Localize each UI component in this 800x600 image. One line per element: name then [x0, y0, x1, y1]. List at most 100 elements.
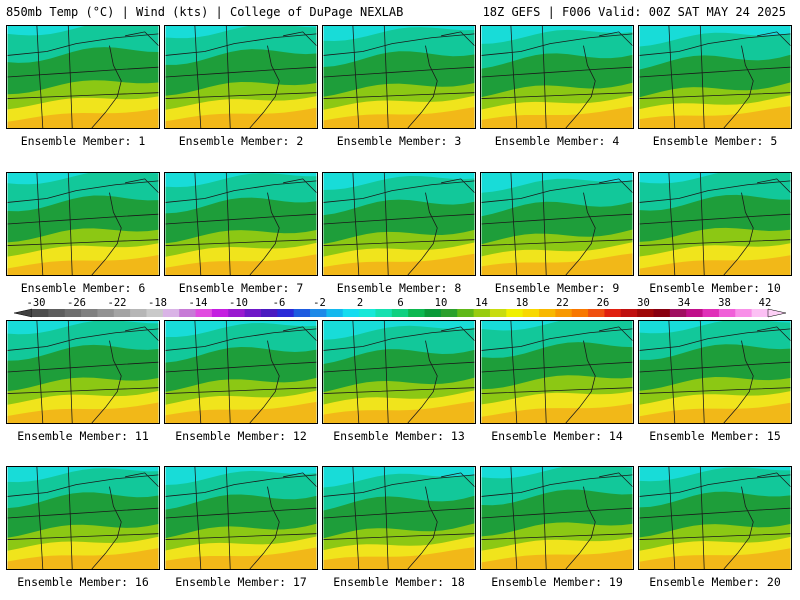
colorbar-tick-label: -6 — [272, 297, 286, 309]
valid-time: 18Z GEFS | F006 Valid: 00Z SAT MAY 24 20… — [482, 5, 786, 19]
colorbar-swatch — [440, 309, 458, 317]
ensemble-panel — [6, 172, 160, 276]
colorbar-swatch — [391, 309, 409, 317]
ensemble-panel — [480, 25, 634, 129]
colorbar-swatch — [620, 309, 638, 317]
colorbar-swatch — [457, 309, 474, 317]
colorbar-tick-label: -26 — [67, 297, 86, 309]
colorbar-tick-label: -22 — [107, 297, 127, 309]
ensemble-member-label: Ensemble Member: 8 — [336, 281, 462, 295]
colorbar-tick-label: 30 — [637, 297, 650, 309]
ensemble-panel — [6, 466, 160, 570]
ensemble-panel — [6, 25, 160, 129]
colorbar-swatch — [637, 309, 654, 317]
colorbar-swatch — [588, 309, 605, 317]
ensemble-member-label: Ensemble Member: 15 — [649, 429, 781, 443]
colorbar-swatch — [669, 309, 687, 317]
colorbar-swatch — [555, 309, 573, 317]
colorbar-swatch — [686, 309, 703, 317]
ensemble-panel — [322, 466, 476, 570]
ensemble-panel — [322, 320, 476, 424]
colorbar-swatch — [244, 309, 262, 317]
colorbar-swatch — [408, 309, 425, 317]
ensemble-panel — [322, 172, 476, 276]
ensemble-member-label: Ensemble Member: 7 — [178, 281, 304, 295]
ensemble-member-label: Ensemble Member: 17 — [175, 575, 307, 589]
ensemble-member-label: Ensemble Member: 2 — [178, 134, 304, 148]
colorbar-swatch — [97, 309, 115, 317]
colorbar-swatch — [211, 309, 229, 317]
colorbar-min-arrow — [14, 308, 33, 318]
ensemble-member-label: Ensemble Member: 13 — [333, 429, 465, 443]
colorbar — [14, 308, 786, 318]
colorbar-swatch — [522, 309, 540, 317]
map-title: 850mb Temp (°C) | Wind (kts) | College o… — [6, 5, 404, 19]
colorbar-swatch — [359, 309, 376, 317]
colorbar-swatch — [260, 309, 278, 317]
colorbar-swatch — [539, 309, 556, 317]
ensemble-panel — [164, 466, 318, 570]
colorbar-swatch — [113, 309, 131, 317]
ensemble-panel — [480, 172, 634, 276]
colorbar-tick-label: 10 — [434, 297, 448, 309]
colorbar-swatch — [195, 309, 213, 317]
colorbar-max-arrow — [767, 308, 786, 318]
ensemble-member-label: Ensemble Member: 10 — [649, 281, 781, 295]
colorbar-swatch — [277, 309, 295, 317]
colorbar-tick-label: -18 — [148, 297, 167, 309]
colorbar-swatch — [653, 309, 671, 317]
colorbar-swatch — [228, 309, 246, 317]
ensemble-panel — [322, 25, 476, 129]
ensemble-member-label: Ensemble Member: 1 — [20, 134, 146, 148]
colorbar-tick-label: -30 — [26, 297, 46, 309]
colorbar-tick-label: 2 — [356, 297, 364, 309]
colorbar-tick-label: -2 — [313, 297, 326, 309]
map-header: 850mb Temp (°C) | Wind (kts) | College o… — [0, 0, 800, 22]
colorbar-tick-label: 6 — [397, 297, 404, 309]
colorbar-tick-label: -10 — [229, 297, 248, 309]
ensemble-panel — [638, 25, 792, 129]
colorbar-swatch — [571, 309, 589, 317]
ensemble-panel — [6, 320, 160, 424]
colorbar-tick-label: 26 — [596, 297, 610, 309]
ensemble-panel — [164, 172, 318, 276]
ensemble-member-label: Ensemble Member: 9 — [494, 281, 620, 295]
colorbar-swatch — [32, 309, 49, 317]
ensemble-member-label: Ensemble Member: 3 — [336, 134, 462, 148]
ensemble-panel — [164, 25, 318, 129]
colorbar-swatch — [718, 309, 736, 317]
ensemble-panel — [480, 466, 634, 570]
colorbar-swatch — [179, 309, 196, 317]
ensemble-panel — [638, 320, 792, 424]
colorbar-swatch — [489, 309, 507, 317]
ensemble-panel — [480, 320, 634, 424]
ensemble-member-label: Ensemble Member: 12 — [175, 429, 307, 443]
colorbar-tick-label: 42 — [758, 297, 772, 309]
colorbar-swatch — [473, 309, 491, 317]
colorbar-swatch — [310, 309, 327, 317]
colorbar-swatch — [735, 309, 753, 317]
colorbar-tick-label: 22 — [556, 297, 569, 309]
ensemble-member-label: Ensemble Member: 6 — [20, 281, 146, 295]
ensemble-member-label: Ensemble Member: 19 — [491, 575, 623, 589]
colorbar-swatch — [326, 309, 344, 317]
colorbar-swatch — [751, 309, 769, 317]
colorbar-swatch — [146, 309, 164, 317]
ensemble-member-label: Ensemble Member: 18 — [333, 575, 465, 589]
ensemble-panel — [638, 172, 792, 276]
colorbar-swatch — [604, 309, 622, 317]
ensemble-member-label: Ensemble Member: 11 — [17, 429, 149, 443]
ensemble-member-label: Ensemble Member: 20 — [649, 575, 781, 589]
colorbar-swatch — [162, 309, 180, 317]
colorbar-swatch — [48, 309, 66, 317]
colorbar-tick-label: 14 — [475, 297, 488, 309]
colorbar-swatch — [375, 309, 393, 317]
colorbar-tick-label: 38 — [718, 297, 731, 309]
colorbar-swatch — [293, 309, 311, 317]
colorbar-swatch — [424, 309, 442, 317]
ensemble-member-label: Ensemble Member: 4 — [494, 134, 620, 148]
colorbar-swatch — [342, 309, 360, 317]
colorbar-swatch — [702, 309, 720, 317]
ensemble-member-label: Ensemble Member: 16 — [17, 575, 149, 589]
colorbar-swatch — [64, 309, 82, 317]
